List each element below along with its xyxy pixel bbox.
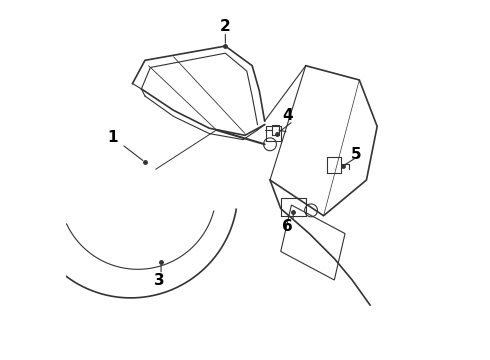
Text: 6: 6: [283, 219, 293, 234]
Text: 2: 2: [220, 19, 231, 34]
Text: 1: 1: [108, 130, 118, 145]
Text: 3: 3: [154, 273, 165, 288]
Text: 4: 4: [283, 108, 293, 123]
Text: 5: 5: [350, 148, 361, 162]
